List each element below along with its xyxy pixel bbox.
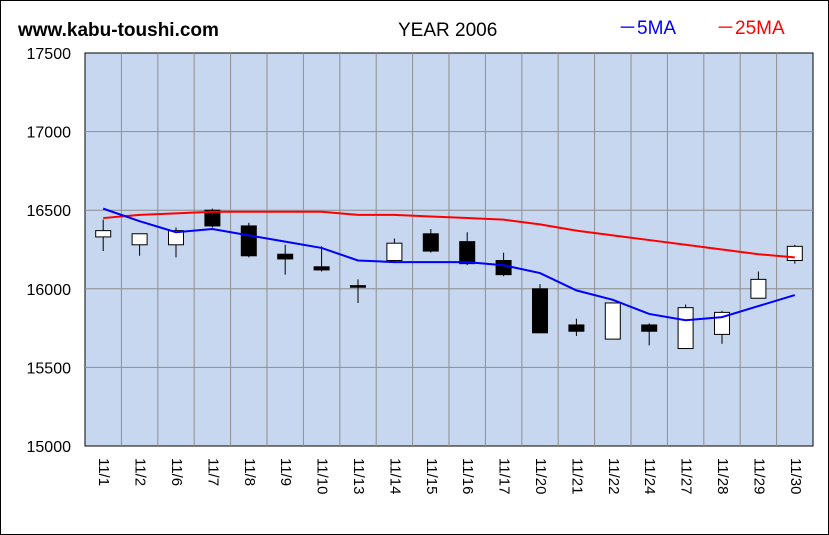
legend-5ma: －5MA xyxy=(618,18,676,39)
candle-up xyxy=(386,242,403,262)
x-tick-label: 11/2 xyxy=(132,458,149,486)
x-tick-label: 11/22 xyxy=(605,458,622,494)
candle-down xyxy=(240,225,257,257)
candle-down xyxy=(422,233,439,252)
x-tick-label: 11/7 xyxy=(204,458,221,486)
y-tick-label: 17000 xyxy=(27,125,72,142)
y-tick-label: 15000 xyxy=(27,439,72,456)
candle-down xyxy=(495,260,512,276)
candle-up xyxy=(604,302,621,340)
x-tick-label: 11/29 xyxy=(750,458,767,494)
candle-down xyxy=(532,288,548,334)
x-tick-label: 11/28 xyxy=(714,458,731,494)
y-tick-label: 16000 xyxy=(27,282,72,299)
candle-down xyxy=(459,241,476,265)
y-tick-label: 16500 xyxy=(27,203,72,220)
y-tick-label: 15500 xyxy=(27,360,72,377)
x-tick-label: 11/14 xyxy=(386,458,403,494)
x-tick-label: 11/8 xyxy=(241,458,258,486)
candle-down xyxy=(313,266,330,271)
candle-down xyxy=(350,285,366,288)
y-axis: 15000 15500 16000 16500 17000 17500 xyxy=(27,46,72,456)
ma25-line xyxy=(103,210,795,259)
x-tick-label: 11/13 xyxy=(350,458,367,494)
x-tick-label: 11/20 xyxy=(532,458,549,494)
candle-down xyxy=(568,324,585,332)
x-tick-label: 11/30 xyxy=(787,458,804,494)
x-tick-label: 11/6 xyxy=(168,458,185,486)
candle-up xyxy=(786,245,803,262)
candle-down xyxy=(277,253,294,260)
x-tick-label: 11/9 xyxy=(277,458,294,486)
candle-up xyxy=(95,230,112,238)
site-name: www.kabu-toushi.com xyxy=(17,20,219,41)
x-tick-label: 11/10 xyxy=(314,458,331,494)
x-tick-label: 11/27 xyxy=(678,458,695,494)
ma-lines xyxy=(102,207,796,322)
legend-25ma: －25MA xyxy=(716,18,785,39)
grid-lines xyxy=(85,53,813,446)
x-tick-label: 11/17 xyxy=(496,458,513,494)
x-tick-label: 11/24 xyxy=(641,458,658,494)
y-tick-label: 17500 xyxy=(27,46,72,63)
x-tick-label: 11/15 xyxy=(423,458,440,494)
candle-up xyxy=(168,230,184,246)
x-tick-label: 11/16 xyxy=(459,458,476,494)
candle-up xyxy=(750,278,767,299)
x-tick-label: 11/1 xyxy=(95,458,112,486)
candle-down xyxy=(641,324,658,332)
candle-up xyxy=(131,233,148,246)
candle-up xyxy=(677,307,694,350)
x-tick-label: 11/21 xyxy=(568,458,585,494)
x-axis: 11/1 11/2 11/6 11/7 11/8 11/9 11/10 11/13 11/14 1… xyxy=(95,458,804,494)
ma5-line xyxy=(102,207,796,322)
chart-title: YEAR 2006 xyxy=(398,20,497,41)
candle-down xyxy=(204,209,221,227)
